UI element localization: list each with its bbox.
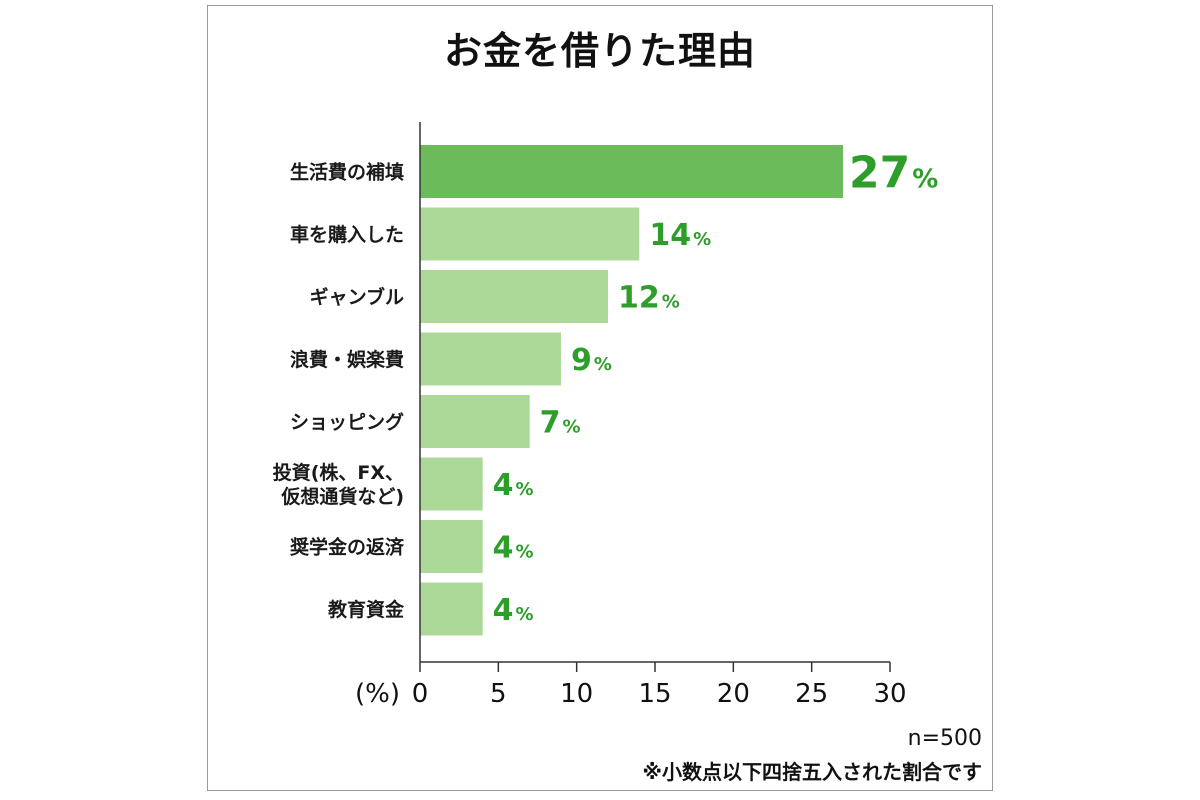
- x-axis: 0 5 10 15 20 25 30 (%): [355, 122, 907, 709]
- value-label: 4%: [493, 468, 534, 503]
- category-label: 車を購入した: [290, 223, 404, 246]
- bar: [420, 395, 530, 448]
- category-label: 投資(株、FX、仮想通貨など): [273, 461, 404, 508]
- category-label: ギャンブル: [310, 286, 404, 309]
- x-tick-label: 0: [412, 679, 429, 709]
- category-labels: 生活費の補填車を購入したギャンブル浪費・娯楽費ショッピング投資(株、FX、仮想通…: [273, 161, 405, 622]
- bar: [420, 270, 608, 323]
- value-label: 14%: [649, 218, 711, 253]
- sample-size-note: n=500: [907, 726, 982, 751]
- bar: [420, 457, 483, 511]
- bar: [420, 145, 843, 198]
- value-label: 4%: [493, 593, 534, 628]
- x-tick-label: 25: [795, 679, 828, 709]
- chart-title: お金を借りた理由: [443, 29, 756, 73]
- value-label: 27%: [849, 148, 938, 199]
- bar: [420, 582, 483, 636]
- x-tick-label: 30: [873, 679, 906, 709]
- category-label: ショッピング: [290, 411, 404, 434]
- value-label: 12%: [618, 281, 680, 316]
- value-labels: 27%14 %12 %9 %7 %4 %4 %4%: [493, 148, 939, 629]
- bars-layer: [420, 145, 843, 636]
- chart-frame: [207, 5, 993, 791]
- category-label: 奨学金の返済: [289, 536, 405, 559]
- bar: [420, 332, 561, 386]
- value-label: 4%: [493, 531, 534, 566]
- value-label: 7%: [540, 406, 581, 441]
- x-tick-label: 20: [717, 679, 750, 709]
- category-label: 生活費の補填: [290, 161, 404, 184]
- x-axis-unit-label: (%): [355, 679, 400, 709]
- category-label: 教育資金: [328, 598, 405, 621]
- x-tick-label: 5: [490, 679, 507, 709]
- rounding-note: ※小数点以下四捨五入された割合です: [642, 760, 982, 784]
- value-label: 9%: [571, 343, 612, 378]
- x-tick-label: 15: [638, 679, 671, 709]
- category-label: 浪費・娯楽費: [290, 348, 404, 371]
- bar: [420, 207, 640, 261]
- bar: [420, 520, 483, 573]
- x-tick-label: 10: [560, 679, 593, 709]
